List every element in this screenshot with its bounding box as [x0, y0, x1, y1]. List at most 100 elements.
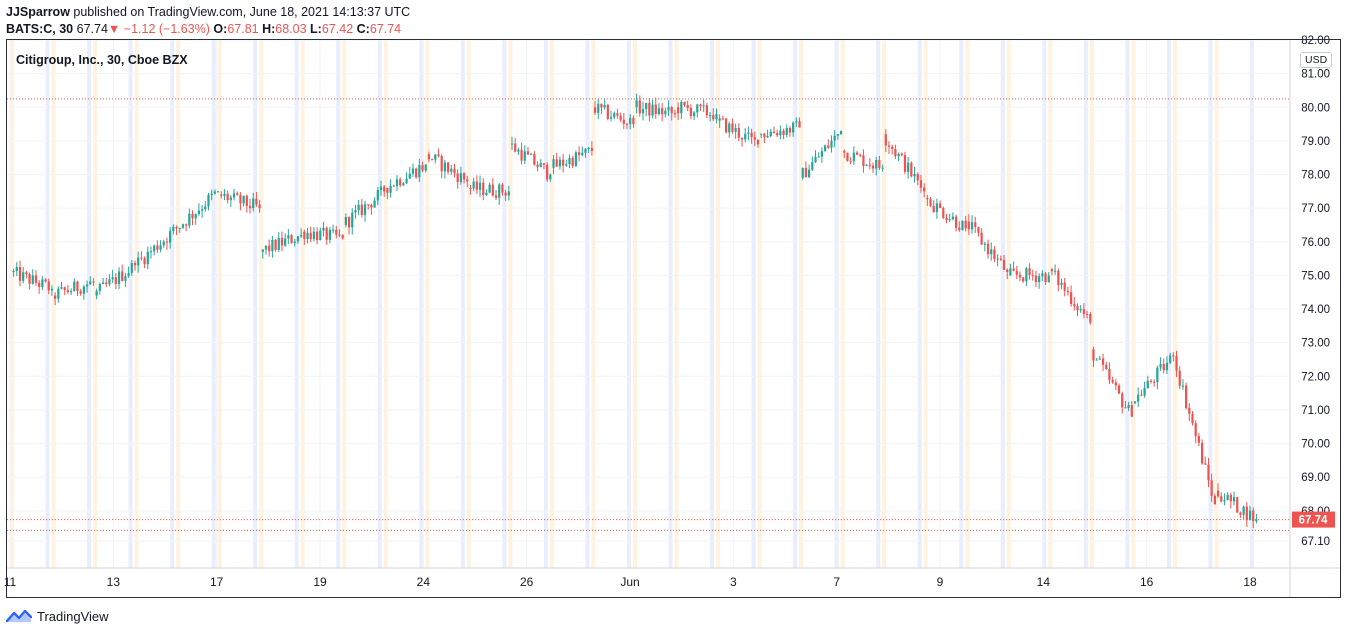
candle-body	[625, 123, 629, 125]
y-tick-label: 82.00	[1301, 35, 1330, 47]
candle-body	[948, 219, 951, 221]
candle-body	[881, 167, 884, 169]
candle-body	[622, 119, 625, 124]
candle-body	[434, 154, 437, 160]
candle-body	[1133, 401, 1137, 404]
afterhours-band	[585, 40, 590, 568]
candle-body	[472, 181, 475, 189]
candle-body	[1149, 380, 1153, 382]
candle-body	[300, 235, 303, 237]
candle-body	[996, 258, 999, 260]
currency-badge[interactable]: USD	[1300, 52, 1333, 68]
candle-body	[846, 152, 849, 162]
candle-body	[542, 163, 546, 165]
candle-body	[89, 281, 92, 285]
footer-brand[interactable]: TradingView	[6, 606, 109, 626]
candle-body	[31, 275, 34, 284]
time-axis[interactable]: 11 13 17 19 24 26 Jun 3 7 9 14 16 18	[4, 567, 1340, 589]
candle-body	[951, 216, 955, 220]
candle-body	[446, 162, 450, 172]
candle-body	[788, 128, 792, 133]
candle-body	[354, 210, 357, 213]
candle-body	[331, 229, 335, 231]
candle-body	[692, 112, 696, 117]
price-axis[interactable]: 82.00 81.00 80.00 79.00 78.00 77.00 76.00 75.00…	[1289, 35, 1335, 597]
candle-body	[34, 275, 38, 283]
candle-body	[268, 245, 271, 252]
candle-body	[1041, 273, 1044, 277]
y-tick-label: 80.00	[1301, 102, 1330, 114]
candle-body	[44, 279, 47, 282]
candle-body	[734, 128, 737, 132]
afterhours-band	[502, 40, 507, 568]
candle-body	[261, 249, 264, 252]
candle-body	[22, 272, 25, 281]
x-tick-label: 7	[833, 575, 840, 589]
candle-body	[843, 150, 846, 153]
candle-body	[1200, 442, 1204, 464]
afterhours-band	[751, 40, 756, 568]
candle-body	[153, 245, 156, 252]
candle-body	[258, 204, 261, 209]
candle-body	[737, 128, 740, 138]
ohlc-line: BATS:C, 30 67.74▼ −1.12 (−1.63%) O:67.81…	[6, 22, 401, 36]
candle-body	[383, 186, 386, 192]
candle-body	[961, 220, 964, 231]
candle-body	[932, 205, 935, 213]
candle-body	[421, 165, 424, 171]
candle-body	[1009, 268, 1012, 276]
close-label: C:	[356, 22, 370, 36]
candle-body	[520, 149, 523, 161]
premarket-band	[549, 40, 554, 568]
candle-body	[584, 148, 587, 153]
candle-body	[137, 257, 140, 266]
afterhours-band	[128, 40, 133, 568]
premarket-band	[508, 40, 513, 568]
candle-body	[478, 182, 482, 190]
candle-body	[427, 154, 431, 160]
candle-body	[239, 195, 242, 204]
candle-body	[833, 135, 836, 141]
candle-body	[1092, 349, 1095, 361]
candle-body	[935, 203, 939, 213]
candle-body	[105, 282, 108, 285]
candle-body	[613, 113, 616, 118]
y-tick-label: 79.00	[1301, 136, 1330, 148]
candle-body	[1034, 275, 1038, 283]
candle-body	[945, 217, 948, 221]
candle-body	[724, 118, 728, 133]
candle-body	[1232, 497, 1236, 502]
candle-body	[648, 102, 651, 116]
y-tick-label: 74.00	[1301, 304, 1330, 316]
candle-body	[1076, 306, 1079, 311]
candle-body	[507, 191, 510, 196]
candle-body	[683, 101, 686, 106]
candle-body	[443, 162, 447, 172]
candle-body	[306, 232, 309, 240]
candle-body	[197, 210, 201, 215]
candle-body	[823, 145, 827, 152]
candle-body	[338, 234, 341, 236]
candle-body	[357, 204, 360, 211]
candle-body	[859, 154, 862, 156]
candle-body	[1162, 363, 1165, 371]
afterhours-band	[336, 40, 341, 568]
candle-body	[827, 145, 830, 148]
candle-body	[903, 155, 907, 172]
candle-body	[287, 235, 290, 239]
candle-body	[236, 193, 239, 196]
y-tick-label: 73.00	[1301, 338, 1330, 350]
afterhours-band	[876, 40, 881, 568]
candle-body	[1060, 282, 1063, 286]
premarket-band	[51, 40, 56, 568]
candle-body	[376, 190, 379, 201]
low-label: L:	[310, 22, 322, 36]
low-value: 67.42	[321, 22, 354, 36]
premarket-band	[342, 40, 347, 568]
candle-body	[127, 272, 130, 277]
candle-body	[740, 137, 744, 140]
y-tick-label: 67.10	[1301, 536, 1330, 548]
candle-body	[501, 184, 504, 193]
candle-body	[504, 192, 507, 196]
